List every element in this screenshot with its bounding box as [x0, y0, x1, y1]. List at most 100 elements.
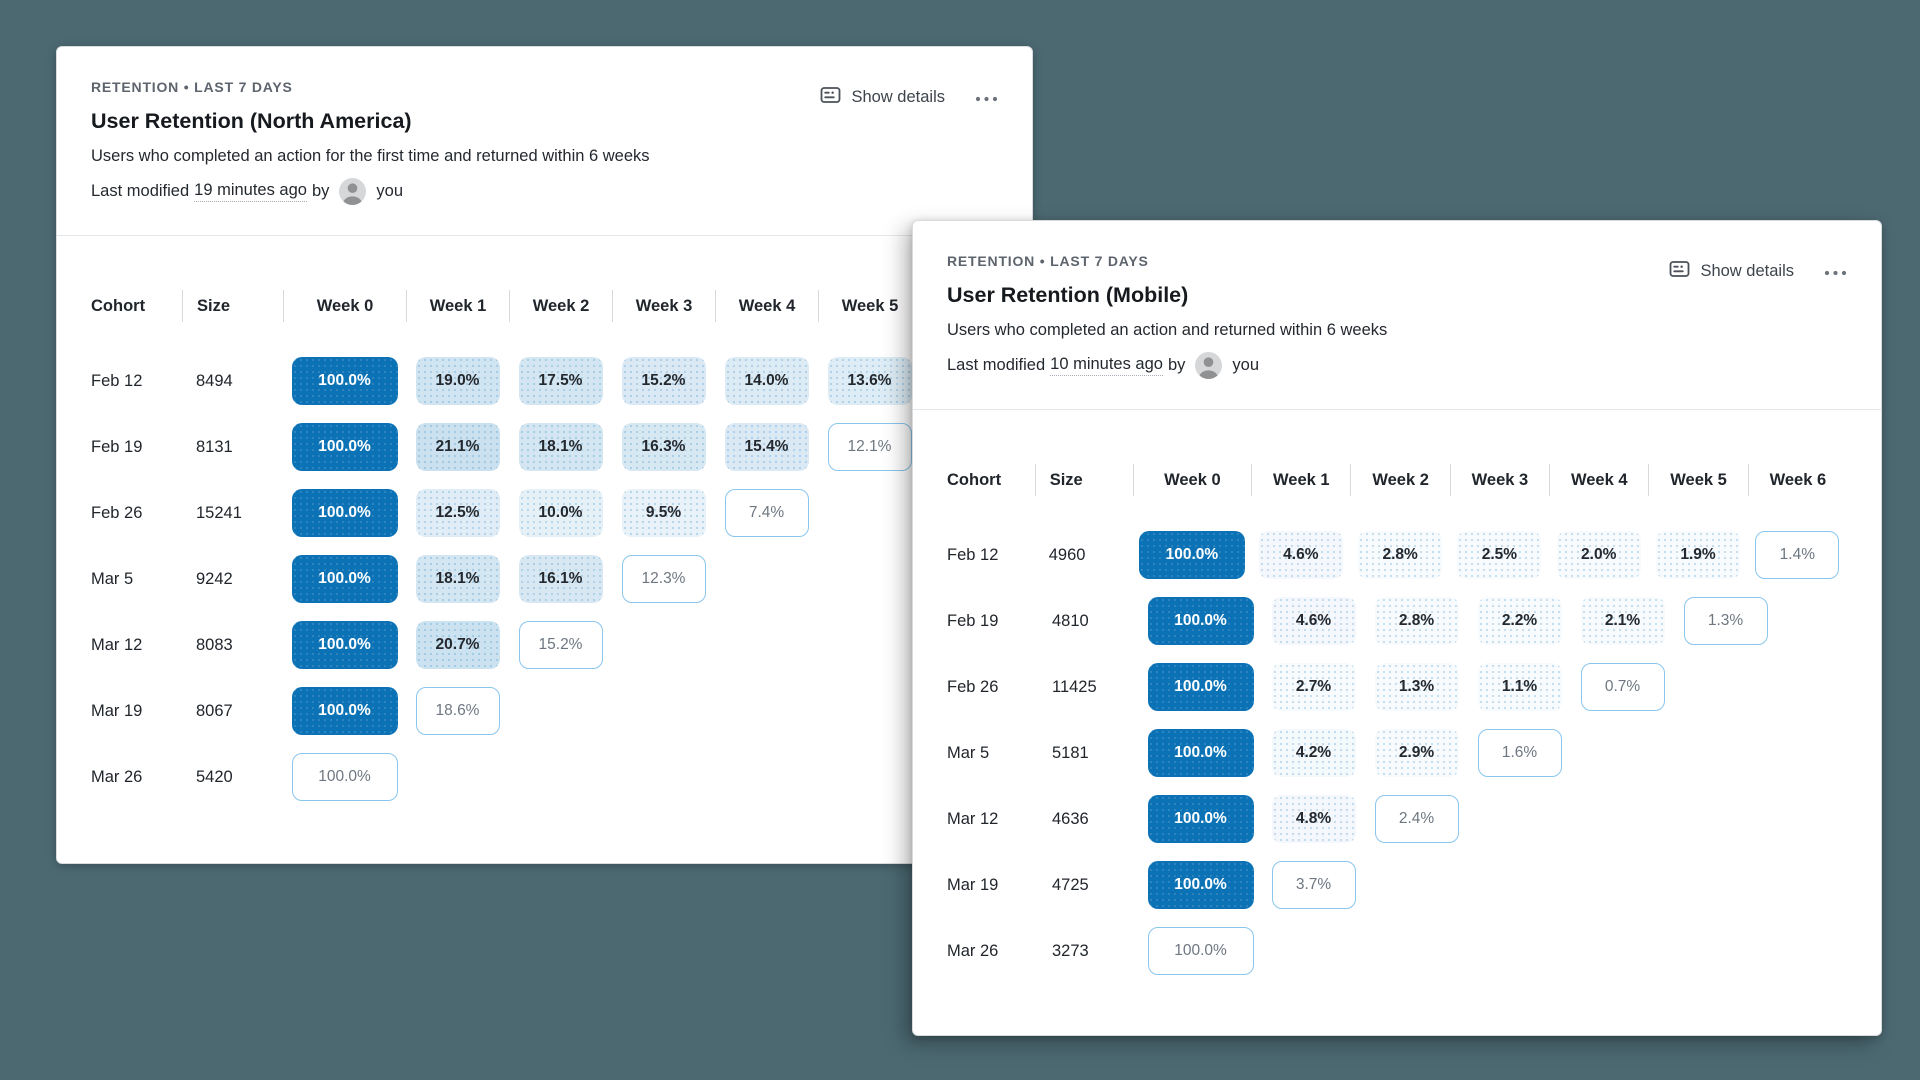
modified-prefix: Last modified — [91, 182, 190, 200]
retention-cell[interactable]: 100.0% — [1147, 597, 1254, 645]
retention-cell[interactable]: 4.6% — [1271, 597, 1356, 645]
retention-cell[interactable]: 12.5% — [415, 489, 500, 537]
show-details-button[interactable]: Show details — [1669, 259, 1794, 284]
cohort-row: Mar 19 8067 100.0% 18.6% — [91, 678, 998, 744]
retention-cell[interactable]: 3.7% — [1271, 861, 1356, 909]
cohort-size: 4960 — [1048, 545, 1086, 564]
table-body: Feb 12 4960 100.0% 4.6% 2.8% 2.5% 2.0% 1.9% 1.4%… — [947, 522, 1847, 984]
retention-cell[interactable]: 0.7% — [1580, 663, 1665, 711]
retention-cell[interactable]: 2.8% — [1358, 531, 1443, 579]
retention-cell[interactable]: 4.6% — [1258, 531, 1343, 579]
retention-cell[interactable]: 12.1% — [827, 423, 912, 471]
retention-cell[interactable]: 1.1% — [1477, 663, 1562, 711]
retention-cell[interactable]: 2.8% — [1374, 597, 1459, 645]
retention-cell[interactable]: 100.0% — [1147, 927, 1254, 975]
column-header-week-3: Week 3 — [612, 290, 715, 322]
cohort-size: 15241 — [196, 503, 242, 522]
more-menu-button[interactable] — [1824, 260, 1847, 283]
retention-cell[interactable]: 16.3% — [621, 423, 706, 471]
retention-cell[interactable]: 18.1% — [518, 423, 603, 471]
retention-cell[interactable]: 13.6% — [827, 357, 912, 405]
cohort-row: Feb 26 11425 100.0% 2.7% 1.3% 1.1% 0.7% — [947, 654, 1847, 720]
column-header-week-6: Week 6 — [1747, 464, 1847, 496]
retention-cell[interactable]: 2.1% — [1580, 597, 1665, 645]
card-title: User Retention (North America) — [91, 109, 412, 133]
retention-cell[interactable]: 4.2% — [1271, 729, 1356, 777]
more-menu-button[interactable] — [975, 86, 998, 109]
retention-cell[interactable]: 10.0% — [518, 489, 603, 537]
retention-cell[interactable]: 2.5% — [1457, 531, 1542, 579]
cohort-label: Mar 19 — [91, 701, 143, 720]
retention-cell[interactable]: 100.0% — [291, 753, 398, 801]
retention-cell[interactable]: 15.2% — [621, 357, 706, 405]
cohort-label: Feb 26 — [947, 677, 999, 696]
retention-cell[interactable]: 7.4% — [724, 489, 809, 537]
retention-cell[interactable]: 1.9% — [1656, 531, 1741, 579]
modified-by: by — [1167, 356, 1186, 374]
show-details-label: Show details — [1700, 262, 1794, 280]
show-details-button[interactable]: Show details — [820, 85, 945, 110]
column-header-week-0: Week 0 — [283, 290, 406, 322]
retention-cell[interactable]: 9.5% — [621, 489, 706, 537]
retention-cell[interactable]: 16.1% — [518, 555, 603, 603]
ellipsis-icon — [975, 90, 998, 105]
retention-cell[interactable]: 2.4% — [1374, 795, 1459, 843]
retention-table: Cohort Size Week 0 Week 1 Week 2 Week 3 Week 4… — [913, 410, 1881, 984]
retention-cell[interactable]: 15.2% — [518, 621, 603, 669]
retention-cell[interactable]: 100.0% — [291, 687, 398, 735]
cohort-row: Feb 12 8494 100.0% 19.0% 17.5% 15.2% 14.0% 13.6… — [91, 348, 998, 414]
cohort-row: Feb 19 4810 100.0% 4.6% 2.8% 2.2% 2.1% 1.3% — [947, 588, 1847, 654]
retention-cell[interactable]: 2.9% — [1374, 729, 1459, 777]
retention-cell[interactable]: 100.0% — [1147, 795, 1254, 843]
retention-cell[interactable]: 100.0% — [1147, 729, 1254, 777]
cohort-label: Feb 19 — [947, 611, 999, 630]
retention-cell[interactable]: 1.3% — [1374, 663, 1459, 711]
user-avatar — [339, 178, 367, 205]
table-header-row: Cohort Size Week 0 Week 1 Week 2 Week 3 Week 4… — [947, 462, 1847, 498]
cohort-size: 5420 — [196, 767, 233, 786]
retention-cell[interactable]: 12.3% — [621, 555, 706, 603]
retention-cell[interactable]: 2.2% — [1477, 597, 1562, 645]
column-header-week-4: Week 4 — [715, 290, 818, 322]
retention-cell[interactable]: 20.7% — [415, 621, 500, 669]
cohort-label: Mar 19 — [947, 875, 999, 894]
cohort-size: 4636 — [1052, 809, 1089, 828]
cohort-row: Mar 5 5181 100.0% 4.2% 2.9% 1.6% — [947, 720, 1847, 786]
retention-cell[interactable]: 100.0% — [1147, 663, 1254, 711]
retention-cell[interactable]: 15.4% — [724, 423, 809, 471]
retention-cell[interactable]: 21.1% — [415, 423, 500, 471]
retention-cell[interactable]: 18.6% — [415, 687, 500, 735]
retention-cell[interactable]: 18.1% — [415, 555, 500, 603]
retention-cell[interactable]: 100.0% — [291, 489, 398, 537]
last-modified-line: Last modified 19 minutes ago by you — [91, 178, 998, 205]
cohort-size: 4725 — [1052, 875, 1089, 894]
retention-cell[interactable]: 1.4% — [1755, 531, 1840, 579]
retention-cell[interactable]: 4.8% — [1271, 795, 1356, 843]
modified-time[interactable]: 10 minutes ago — [1050, 355, 1163, 376]
retention-table: Cohort Size Week 0 Week 1 Week 2 Week 3 Week 4… — [57, 236, 1032, 810]
retention-cell[interactable]: 100.0% — [291, 621, 398, 669]
retention-cell[interactable]: 1.6% — [1477, 729, 1562, 777]
card-title: User Retention (Mobile) — [947, 283, 1189, 307]
retention-cell[interactable]: 19.0% — [415, 357, 500, 405]
column-header-week-0: Week 0 — [1132, 464, 1252, 496]
retention-cell[interactable]: 2.7% — [1271, 663, 1356, 711]
column-header-week-2: Week 2 — [509, 290, 612, 322]
retention-cell[interactable]: 14.0% — [724, 357, 809, 405]
cohort-label: Feb 19 — [91, 437, 143, 456]
card-description: Users who completed an action for the fi… — [91, 147, 650, 165]
retention-cell[interactable]: 100.0% — [291, 423, 398, 471]
cohort-size: 9242 — [196, 569, 233, 588]
retention-cell[interactable]: 100.0% — [291, 357, 398, 405]
card-header: RETENTION • LAST 7 DAYS User Retention (… — [913, 221, 1881, 410]
retention-cell[interactable]: 1.3% — [1683, 597, 1768, 645]
modified-time[interactable]: 19 minutes ago — [194, 181, 307, 202]
details-panel-icon — [820, 85, 841, 110]
retention-cell[interactable]: 100.0% — [291, 555, 398, 603]
retention-cell[interactable]: 100.0% — [1138, 531, 1245, 579]
cohort-row: Mar 12 8083 100.0% 20.7% 15.2% — [91, 612, 998, 678]
retention-cell[interactable]: 17.5% — [518, 357, 603, 405]
cohort-row: Feb 12 4960 100.0% 4.6% 2.8% 2.5% 2.0% 1.9% 1.4% — [947, 522, 1847, 588]
retention-cell[interactable]: 100.0% — [1147, 861, 1254, 909]
retention-cell[interactable]: 2.0% — [1556, 531, 1641, 579]
